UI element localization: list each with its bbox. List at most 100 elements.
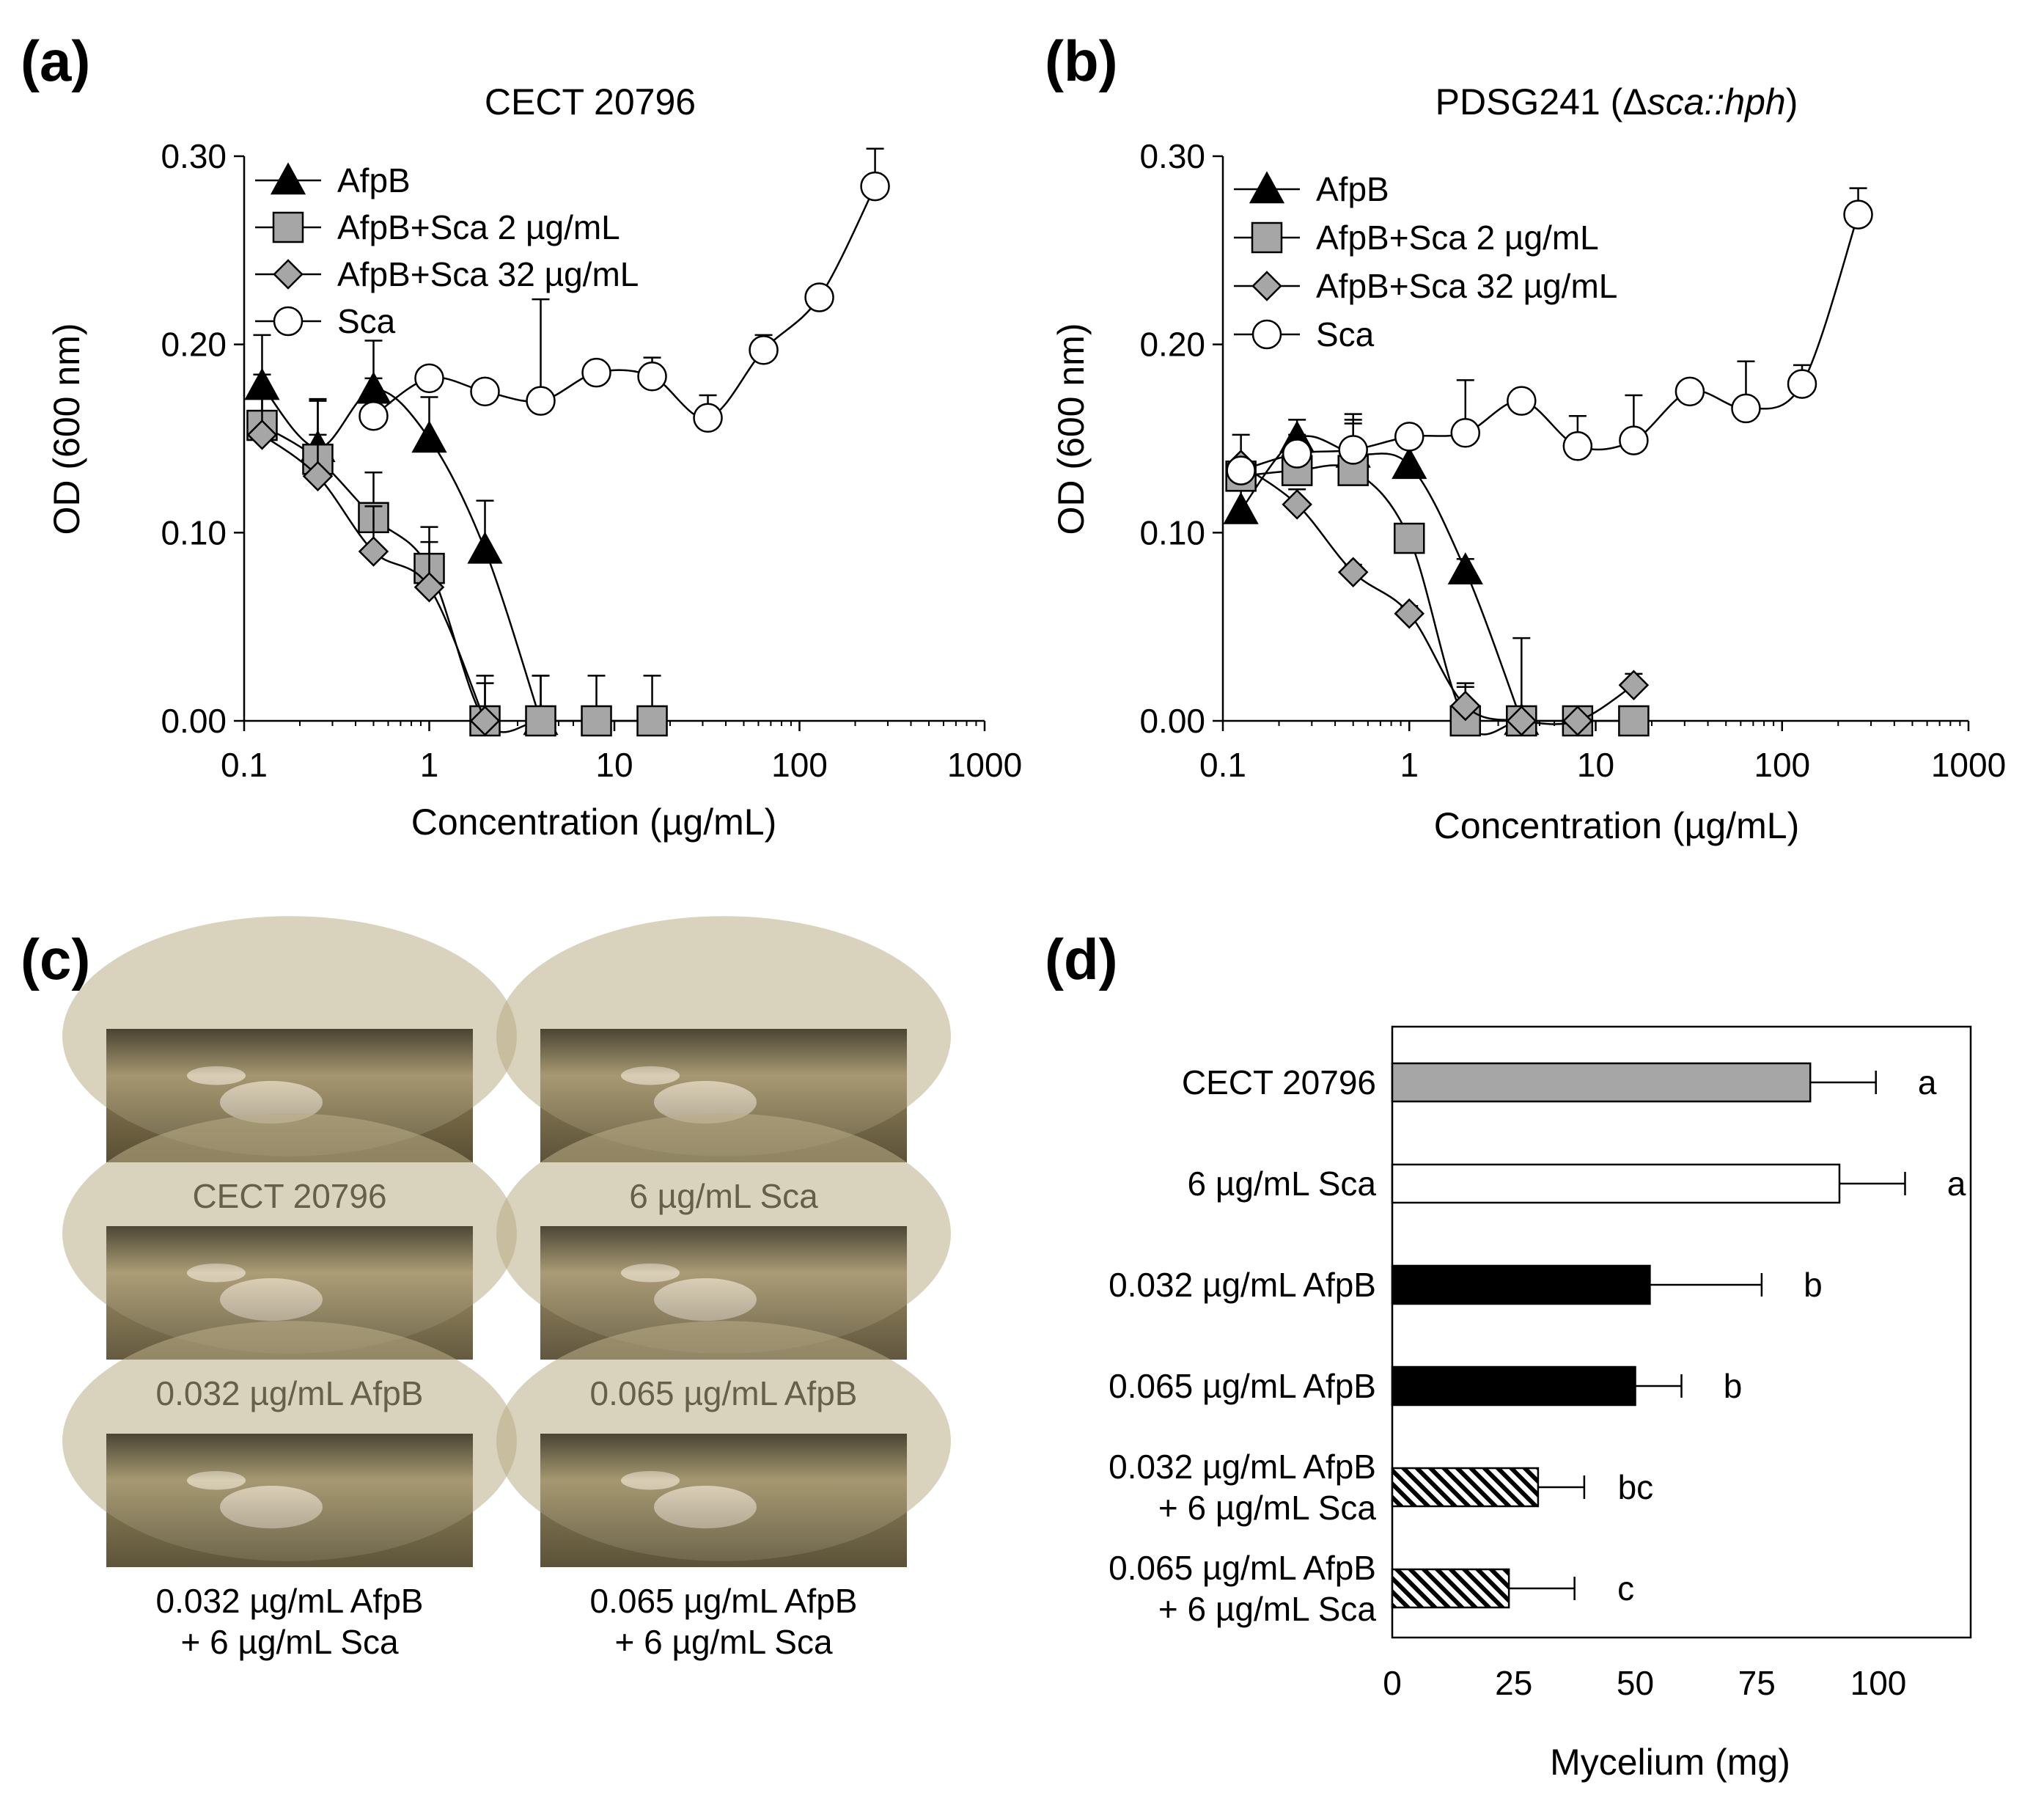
legend-marker <box>1249 171 1285 204</box>
significance-letter: b <box>1804 1266 1823 1304</box>
category-label: 0.032 µg/mL AfpB <box>1109 1448 1376 1486</box>
petri-dish-photo: 0.065 µg/mL AfpB+ 6 µg/mL Sca <box>496 1321 951 1661</box>
series-square <box>246 373 668 737</box>
panel-a-x-tick-labels: 0.1 1 10 100 1000 <box>221 746 1022 784</box>
panel-a-letter: (a) <box>21 29 90 93</box>
legend-marker <box>1251 221 1283 254</box>
data-point <box>525 705 556 737</box>
panel-a-x-tick-label: 10 <box>595 746 633 784</box>
data-point <box>1338 435 1368 465</box>
data-point <box>693 403 723 433</box>
category-label: 0.032 µg/mL AfpB <box>1109 1266 1376 1304</box>
panel-b-title-suffix: ) <box>1786 81 1798 122</box>
legend-label: AfpB <box>1316 170 1389 208</box>
panel-b-plot-area: AfpB AfpB+Sca 2 µg/mL AfpB+Sca 32 µg/mL Sca <box>1213 155 1970 737</box>
panel-b-x-tick-label: 0.1 <box>1199 746 1246 784</box>
panel-b-x-tick-label: 10 <box>1577 746 1614 784</box>
series-line <box>1240 464 1634 736</box>
series-triangle <box>1223 419 1540 736</box>
legend-marker <box>273 259 304 290</box>
panel-b-y-tick-labels: 0.00 0.10 0.20 0.30 <box>1139 137 1205 740</box>
data-point <box>470 376 500 407</box>
significance-letter: c <box>1617 1569 1634 1607</box>
photo-shading <box>106 1434 473 1567</box>
panel-b-y-tick-label: 0.10 <box>1139 513 1205 551</box>
panel-c-letter: (c) <box>21 927 90 991</box>
panel-a-x-tick-label: 0.1 <box>221 746 268 784</box>
data-point <box>860 171 890 202</box>
data-point <box>358 536 389 567</box>
photo-caption: 0.065 µg/mL AfpB <box>590 1582 858 1620</box>
panel-d-x-tick-label: 25 <box>1495 1664 1532 1702</box>
legend-marker <box>273 306 304 337</box>
bar <box>1391 1062 1812 1103</box>
data-point <box>414 363 444 394</box>
bar <box>1391 1264 1651 1305</box>
data-point <box>1394 522 1425 554</box>
legend-label: AfpB+Sca 32 µg/mL <box>1316 267 1617 305</box>
panel-b-title: PDSG241 (Δsca::hph) <box>1435 81 1798 122</box>
data-point <box>1450 418 1481 448</box>
data-point <box>636 705 668 737</box>
data-point <box>581 705 612 737</box>
panel-a-y-tick-label: 0.30 <box>161 137 227 175</box>
legend-marker <box>272 211 304 243</box>
photo-caption: + 6 µg/mL Sca <box>180 1623 399 1661</box>
data-point <box>1674 376 1705 407</box>
bar <box>1391 1365 1636 1407</box>
panel-b-y-tick-label: 0.00 <box>1139 702 1205 740</box>
data-point <box>1562 431 1593 461</box>
data-point <box>1507 386 1537 416</box>
photo-caption: + 6 µg/mL Sca <box>614 1623 833 1661</box>
panel-a-y-tick-label: 0.20 <box>161 326 227 364</box>
data-point <box>1282 439 1312 469</box>
bar <box>1391 1163 1841 1204</box>
panel-b-x-tick-label: 1 <box>1400 746 1419 784</box>
data-point <box>1450 690 1481 722</box>
bar <box>1391 1467 1540 1508</box>
panel-a-x-tick-label: 1 <box>420 746 439 784</box>
panel-d-letter: (d) <box>1045 927 1118 991</box>
data-point <box>1618 705 1650 737</box>
data-point <box>526 386 556 416</box>
panel-a-x-axis-label: Concentration (µg/mL) <box>411 802 776 843</box>
data-point <box>1843 199 1873 230</box>
data-point <box>804 282 834 312</box>
legend-marker <box>1251 319 1282 350</box>
data-point <box>1394 598 1425 629</box>
series-circle <box>359 147 890 433</box>
series-line <box>261 385 542 722</box>
panel-a-plot-area: AfpB AfpB+Sca 2 µg/mL AfpB+Sca 32 µg/mL Sca <box>234 147 986 737</box>
panel-d-x-tick-label: 75 <box>1738 1664 1776 1702</box>
data-point <box>1731 393 1761 424</box>
category-label: + 6 µg/mL Sca <box>1158 1489 1377 1527</box>
legend-label: AfpB+Sca 32 µg/mL <box>337 255 639 293</box>
significance-letter: bc <box>1618 1468 1654 1506</box>
data-point <box>1223 491 1259 524</box>
panel-d-x-axis-label: Mycelium (mg) <box>1550 1742 1790 1783</box>
data-point <box>413 571 445 603</box>
panel-d-x-tick-label: 50 <box>1617 1664 1654 1702</box>
data-point <box>1282 489 1312 520</box>
legend-label: AfpB+Sca 2 µg/mL <box>1316 219 1599 257</box>
data-point <box>1394 422 1424 452</box>
panel-b-letter: (b) <box>1045 29 1118 93</box>
panel-d-x-tick-label: 0 <box>1383 1664 1402 1702</box>
panel-b-y-tick-label: 0.30 <box>1139 137 1205 175</box>
panel-b-y-tick-label: 0.20 <box>1139 326 1205 364</box>
panel-b-x-axis-label: Concentration (µg/mL) <box>1434 805 1799 846</box>
panel-b-title-italic: sca::hph <box>1647 81 1786 122</box>
data-point <box>359 400 389 431</box>
panel-a-x-tick-label: 1000 <box>947 746 1022 784</box>
panel-d-x-tick-label: 100 <box>1850 1664 1907 1702</box>
panel-a-y-tick-labels: 0.00 0.10 0.20 0.30 <box>161 137 227 740</box>
legend: AfpB AfpB+Sca 2 µg/mL AfpB+Sca 32 µg/mL Sca <box>255 161 639 340</box>
data-point <box>1506 705 1537 736</box>
significance-letter: a <box>1947 1165 1966 1203</box>
panel-a-y-axis-label: OD (600 nm) <box>46 323 87 535</box>
bar <box>1391 1568 1510 1609</box>
panel-d-mycelium-chart: (d) Mycelium (mg) 0 25 50 75 100 a CECT 2… <box>1045 927 1972 1783</box>
